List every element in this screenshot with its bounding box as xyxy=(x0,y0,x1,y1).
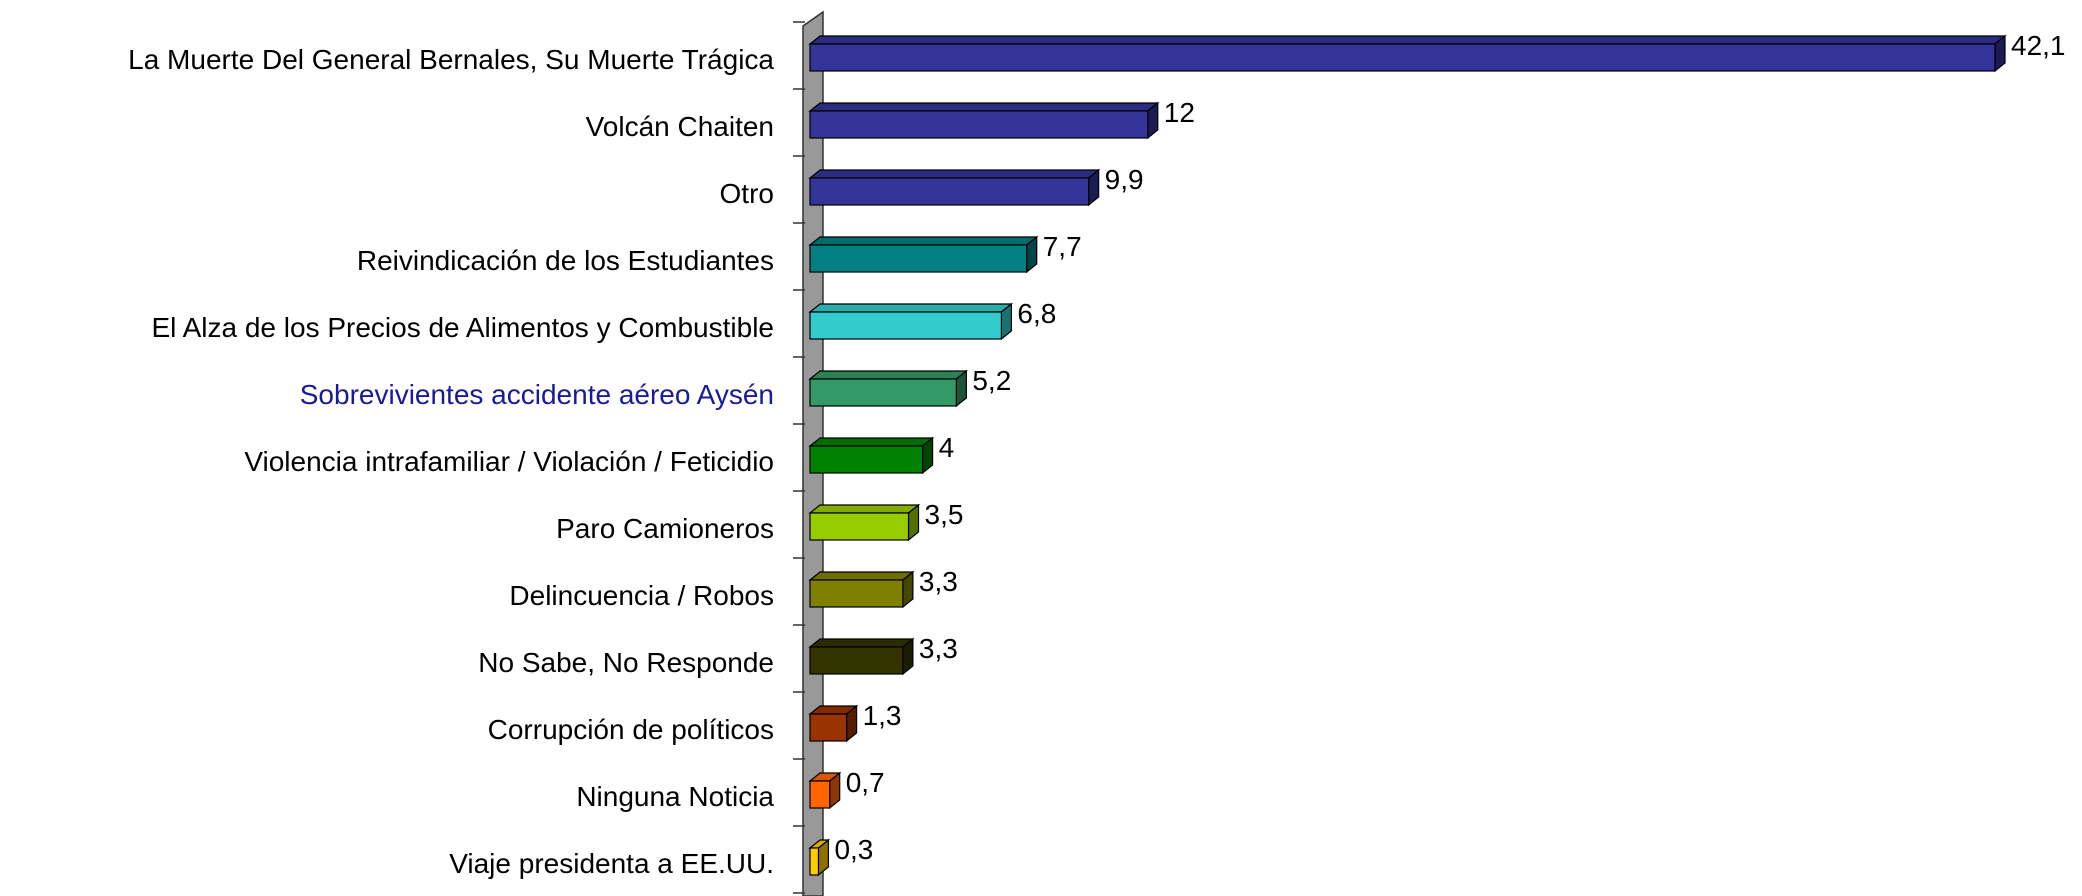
bar-front xyxy=(809,579,904,608)
bar-front xyxy=(809,311,1003,340)
bar xyxy=(808,570,915,609)
bar-front xyxy=(809,378,957,407)
category-label: Paro Camioneros xyxy=(556,513,774,544)
category-label: No Sabe, No Responde xyxy=(478,647,774,678)
data-label: 3,3 xyxy=(919,566,958,597)
bar-front xyxy=(809,445,924,474)
bar-top xyxy=(808,504,921,514)
bar xyxy=(808,771,842,810)
bar-front xyxy=(809,110,1149,139)
bar-front xyxy=(809,177,1090,206)
bar xyxy=(808,503,921,542)
bar-front xyxy=(809,646,904,675)
bar-top xyxy=(808,638,915,648)
bar-front xyxy=(809,713,848,742)
bar-front xyxy=(809,780,831,809)
data-label: 0,7 xyxy=(846,767,885,798)
category-label: Ninguna Noticia xyxy=(576,781,774,812)
category-label: Otro xyxy=(720,178,774,209)
data-label: 1,3 xyxy=(863,700,902,731)
bar-top xyxy=(808,571,915,581)
data-label: 5,2 xyxy=(972,365,1011,396)
data-label: 6,8 xyxy=(1017,298,1056,329)
data-label: 7,7 xyxy=(1043,231,1082,262)
bar-top xyxy=(808,102,1160,112)
category-label: Corrupción de políticos xyxy=(488,714,774,745)
category-label: Viaje presidenta a EE.UU. xyxy=(449,848,774,879)
category-label: Delincuencia / Robos xyxy=(509,580,774,611)
bar-front xyxy=(809,847,820,876)
bar-front xyxy=(809,512,910,541)
bar-front xyxy=(809,43,1996,72)
category-label: La Muerte Del General Bernales, Su Muert… xyxy=(128,44,774,75)
bar-top xyxy=(808,169,1101,179)
bar xyxy=(808,838,831,877)
data-label: 12 xyxy=(1164,97,1195,128)
bar xyxy=(808,704,859,743)
category-label: Reivindicación de los Estudiantes xyxy=(357,245,774,276)
bar-top xyxy=(808,35,2007,45)
data-label: 4 xyxy=(939,432,955,463)
bar-top xyxy=(808,236,1039,246)
bar xyxy=(808,101,1160,140)
data-label: 3,3 xyxy=(919,633,958,664)
bar-top xyxy=(808,437,935,447)
bar xyxy=(808,369,969,408)
bar xyxy=(808,235,1039,274)
bar-top xyxy=(808,370,969,380)
data-label: 9,9 xyxy=(1105,164,1144,195)
bar xyxy=(808,168,1101,207)
data-label: 42,1 xyxy=(2011,30,2066,61)
data-label: 0,3 xyxy=(834,834,873,865)
bar-front xyxy=(809,244,1028,273)
category-label: El Alza de los Precios de Alimentos y Co… xyxy=(151,312,774,343)
bar xyxy=(808,637,915,676)
category-label: Violencia intrafamiliar / Violación / Fe… xyxy=(244,446,774,477)
bar xyxy=(808,34,2007,73)
bar xyxy=(808,302,1014,341)
bar xyxy=(808,436,935,475)
category-label: Volcán Chaiten xyxy=(586,111,774,142)
data-label: 3,5 xyxy=(925,499,964,530)
bar-top xyxy=(808,303,1014,313)
category-label: Sobrevivientes accidente aéreo Aysén xyxy=(300,379,774,410)
